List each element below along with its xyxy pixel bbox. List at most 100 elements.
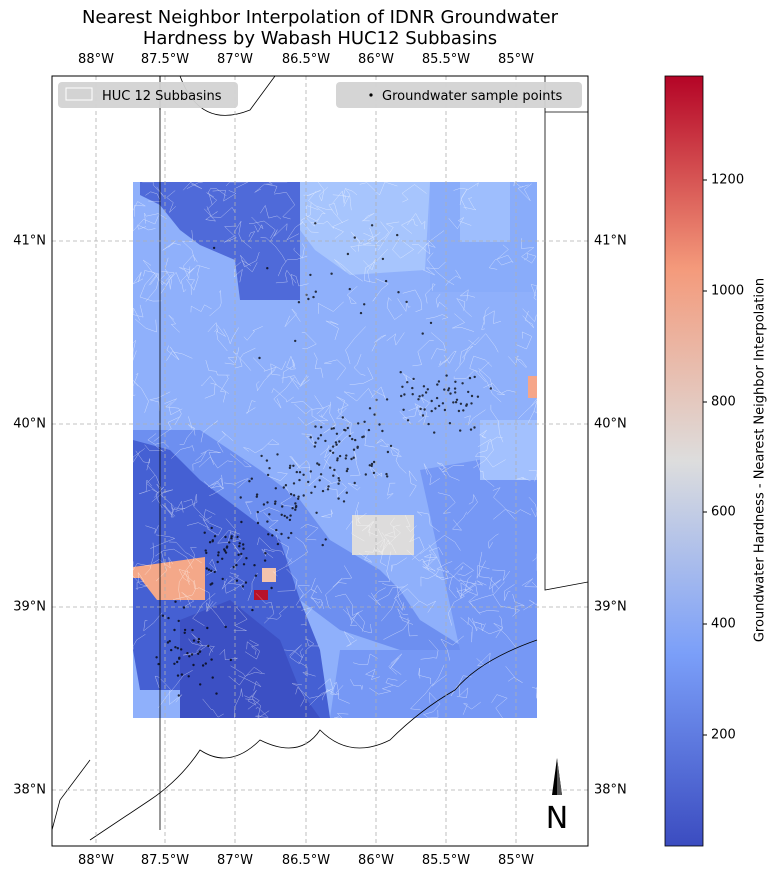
lat-tick-left-40: 40°N [13, 416, 46, 432]
sample-point [262, 503, 266, 506]
sample-point [453, 387, 457, 390]
sample-point [183, 628, 187, 632]
sample-point [297, 495, 300, 498]
sample-point [204, 662, 207, 665]
sample-point [292, 494, 296, 497]
lat-tick-left-38: 38°N [13, 782, 46, 798]
colorbar-tick-800: 800 [711, 394, 736, 410]
sample-point [461, 382, 464, 385]
sample-point [183, 631, 186, 634]
sample-point [281, 505, 284, 508]
lat-tick-left-41: 41°N [13, 233, 46, 249]
colorbar-tick-1000: 1000 [711, 283, 745, 299]
huc12-subbasin-lines [132, 181, 538, 719]
sample-point [294, 508, 297, 511]
sample-point [320, 426, 323, 429]
sample-point [298, 478, 301, 482]
sample-point [418, 395, 421, 398]
sample-point [187, 675, 190, 678]
sample-point [421, 394, 424, 397]
colorbar-tick-marks [703, 179, 707, 736]
sample-point [318, 479, 321, 482]
map-title-line-2: Hardness by Wabash HUC12 Subbasins [142, 28, 498, 49]
sample-point [454, 401, 458, 404]
colorbar-tick-200: 200 [711, 727, 736, 743]
sample-point [191, 628, 194, 632]
sample-point [434, 407, 437, 410]
sample-point [436, 383, 439, 386]
sample-point [489, 387, 492, 390]
sample-point [397, 291, 400, 294]
sample-point [346, 467, 349, 471]
legend-subbasins: HUC 12 Subbasins [58, 82, 238, 108]
sample-point [206, 626, 209, 630]
sample-point [173, 628, 176, 632]
sample-point [454, 380, 457, 383]
sample-point [384, 279, 388, 283]
raster-region-east [330, 450, 537, 718]
sample-point [292, 482, 296, 485]
sample-point [345, 491, 348, 494]
sample-point [289, 464, 292, 467]
raster-region-max [254, 590, 268, 600]
sample-point [173, 662, 176, 665]
legend-points: Groundwater sample points [336, 82, 582, 108]
sample-point [280, 532, 283, 536]
lon-tick-bottom-88: 88°W [78, 853, 114, 868]
sample-point [255, 495, 258, 498]
sample-point [221, 557, 224, 560]
sample-point [467, 390, 470, 394]
sample-point [363, 420, 366, 423]
sample-point [389, 444, 393, 448]
sample-point [223, 548, 226, 551]
sample-point [192, 639, 196, 642]
groundwater-sample-points [155, 222, 492, 697]
sample-point [348, 434, 351, 438]
sample-point [207, 568, 211, 571]
sample-point [313, 485, 317, 488]
sample-point [462, 409, 465, 412]
sample-point [430, 399, 433, 403]
map-frame [51, 75, 589, 847]
sample-point [344, 457, 347, 460]
sample-point [201, 664, 205, 667]
sample-point [314, 425, 317, 428]
sample-point [352, 448, 356, 451]
sample-point [267, 533, 270, 536]
sample-point [459, 429, 462, 432]
sample-point [208, 541, 212, 544]
sample-point [348, 287, 351, 291]
sample-point [198, 650, 202, 653]
sample-point [250, 477, 253, 480]
sample-point [309, 470, 312, 473]
sample-point [210, 658, 213, 661]
lon-tick-bottom-85: 85°W [498, 853, 534, 868]
sample-point [473, 426, 476, 429]
sample-point [372, 460, 376, 464]
sample-point [454, 391, 457, 394]
sample-point [240, 520, 243, 524]
sample-point [283, 514, 286, 518]
sample-point [239, 496, 242, 499]
sample-point [346, 426, 349, 430]
sample-point [288, 518, 292, 522]
sample-point [437, 404, 441, 408]
sample-point [276, 453, 279, 456]
sample-point [329, 466, 332, 469]
sample-point [211, 582, 214, 585]
sample-point [315, 511, 318, 514]
sample-point [356, 446, 359, 449]
sample-point [338, 479, 341, 482]
sample-point [343, 428, 346, 432]
sample-point [287, 536, 290, 539]
sample-point [170, 648, 173, 652]
sample-point [180, 648, 183, 651]
sample-point [238, 542, 241, 545]
sample-point [399, 371, 402, 374]
sample-point [245, 557, 248, 560]
sample-point [228, 541, 231, 544]
legend-points-label: Groundwater sample points [382, 89, 563, 104]
sample-point [363, 303, 366, 306]
sample-point [284, 484, 288, 487]
sample-point [289, 514, 292, 517]
